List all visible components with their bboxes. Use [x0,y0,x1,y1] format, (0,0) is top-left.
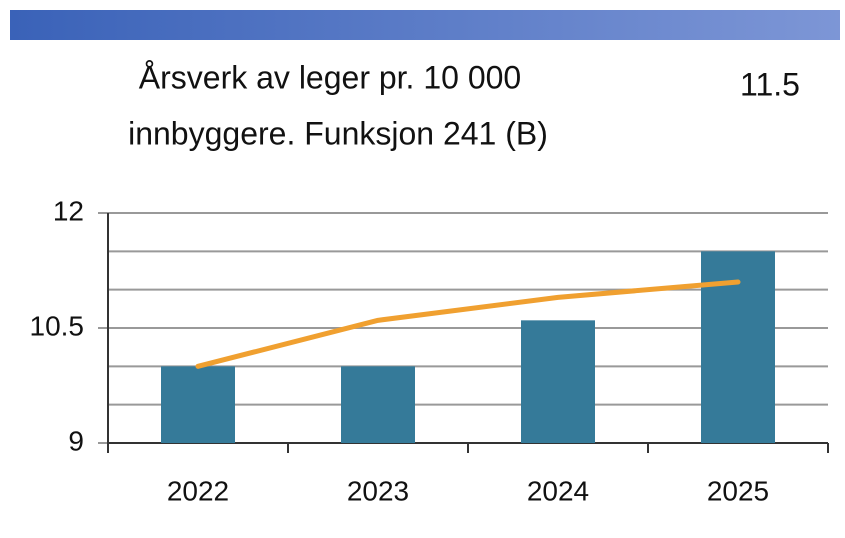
line [195,279,741,369]
bar [341,366,415,443]
chart-title: innbyggere. Funksjon 241 (B) [128,115,548,151]
y-tick-label: 9 [68,425,84,456]
annotation: 11.5 [740,66,800,102]
x-tick-label: 2024 [527,475,589,506]
header-band [10,10,840,40]
x-tick-label: 2023 [347,475,409,506]
x-tick-label: 2025 [707,475,769,506]
y-tick-label: 10.5 [30,310,85,341]
bar [521,320,595,443]
x-tick-label: 2022 [167,475,229,506]
bar [161,366,235,443]
y-tick-label: 12 [53,195,84,226]
chart-title: Årsverk av leger pr. 10 000 [139,59,521,95]
